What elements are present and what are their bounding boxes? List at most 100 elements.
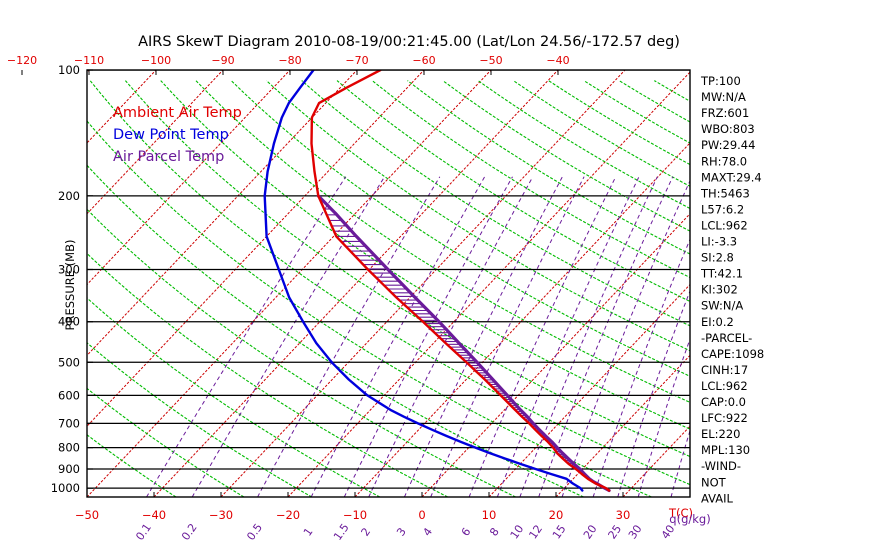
parameter-8: L57:6.2 [701, 202, 744, 216]
parameter-20: CAP:0.0 [701, 395, 746, 409]
isotherm-line [354, 142, 690, 497]
mixing-ratio-tick: 1.5 [331, 521, 352, 543]
parameter-14: SW:N/A [701, 299, 743, 313]
isotherm-line [87, 70, 224, 215]
top-temp-tick: −100 [141, 54, 171, 67]
mixing-ratio-line [343, 176, 513, 497]
dry-adiabat-line [89, 80, 690, 486]
dry-adiabat-line [87, 120, 652, 497]
parameter-2: FRZ:601 [701, 106, 749, 120]
bottom-temp-tick: −50 [75, 508, 99, 522]
legend-dew-point-temp: Dew Point Temp [113, 127, 229, 143]
mixing-ratio-line [430, 176, 585, 497]
mixing-ratio-tick: 2 [359, 525, 374, 538]
parameter-4: PW:29.44 [701, 138, 755, 152]
parameter-23: MPL:130 [701, 443, 750, 457]
pressure-tick: 700 [58, 416, 80, 430]
mixing-ratio-line [617, 289, 690, 497]
mixing-ratio-line [561, 179, 690, 497]
mixing-ratio-tick: 25 [606, 523, 625, 542]
pressure-tick: 900 [58, 462, 80, 476]
mixing-ratio-line [592, 238, 690, 497]
parameter-11: SI:2.8 [701, 251, 734, 265]
dry-adiabat-line [442, 80, 690, 232]
bottom-temp-tick: 30 [616, 508, 631, 522]
top-temp-tick: −80 [278, 54, 301, 67]
bottom-temp-tick: 20 [549, 508, 564, 522]
dry-adiabat-line [87, 342, 313, 497]
parameter-25: NOT [701, 475, 727, 489]
mixing-ratio-line [257, 176, 441, 497]
mixing-ratio-tick: 10 [508, 523, 527, 542]
isotherm-line [87, 70, 492, 497]
parameter-17: CAPE:1098 [701, 347, 764, 361]
bottom-temp-tick: 0 [418, 508, 425, 522]
mixing-ratio-line [538, 176, 674, 497]
isotherm-line [87, 70, 291, 286]
dry-adiabat-line [654, 80, 690, 102]
mixing-ratio-tick: 30 [626, 523, 645, 542]
pressure-tick: 400 [58, 315, 80, 329]
parameter-16: -PARCEL- [701, 331, 752, 345]
mixing-ratio-tick: 15 [550, 523, 569, 542]
dry-adiabat-line [87, 297, 381, 497]
mixing-ratio-tick: 0.2 [179, 521, 200, 543]
bottom-temp-tick: −10 [343, 508, 367, 522]
mixing-ratio-line [519, 176, 658, 497]
pressure-tick: 500 [58, 355, 80, 369]
pressure-tick: 100 [58, 63, 80, 77]
legend-air-parcel-temp: Air Parcel Temp [113, 149, 224, 165]
ambient-air-temp-curve [310, 70, 611, 492]
isotherm-line [757, 70, 870, 497]
dry-adiabat-line [87, 434, 177, 497]
mixing-ratio-tick: 1 [301, 525, 316, 538]
dry-adiabat-line [87, 164, 584, 497]
dry-adiabat-line [266, 80, 690, 352]
top-temp-tick: −50 [479, 54, 502, 67]
parameter-7: TH:5463 [700, 186, 750, 200]
parameter-19: LCL:962 [701, 379, 748, 393]
isotherm-line [153, 70, 559, 497]
parameter-9: LCL:962 [701, 218, 748, 232]
dew-point-temp-curve [263, 70, 584, 492]
dry-adiabat-line [87, 252, 448, 497]
parameter-6: MAXT:29.4 [701, 170, 762, 184]
parameter-22: EL:220 [701, 427, 741, 441]
mixing-ratio-tick: 8 [487, 525, 502, 538]
mixing-ratio-tick: 0.1 [133, 521, 154, 543]
dry-adiabat-line [87, 387, 245, 497]
mixing-ratio-tick: 3 [394, 525, 409, 538]
parameter-10: LI:-3.3 [701, 235, 737, 249]
parameter-3: WBO:803 [701, 122, 755, 136]
mixing-ratio-line [368, 176, 534, 497]
mixing-ratio-line [146, 176, 347, 497]
parameter-13: KI:302 [701, 283, 738, 297]
dry-adiabat-line [195, 80, 690, 403]
pressure-tick: 300 [58, 263, 80, 277]
top-temp-tick: −60 [412, 54, 435, 67]
parameter-24: -WIND- [701, 459, 741, 473]
parameter-15: EI:0.2 [701, 315, 734, 329]
mixing-ratio-axis-label: q(g/kg) [669, 512, 710, 526]
isotherm-line [0, 70, 22, 497]
isotherm-line [287, 71, 690, 497]
pressure-tick: 600 [58, 388, 80, 402]
pressure-tick: 1000 [51, 481, 80, 495]
top-temp-tick: −70 [345, 54, 368, 67]
parameter-18: CINH:17 [701, 363, 748, 377]
mixing-ratio-tick: 4 [420, 525, 435, 538]
isotherm-line [87, 70, 425, 427]
mixing-ratio-line [191, 176, 386, 497]
isotherm-line [87, 70, 157, 144]
mixing-ratio-tick: 12 [526, 523, 545, 542]
plot-frame [86, 69, 691, 498]
plot-grid-layer [0, 70, 870, 497]
temp-axis-label: T(C) [668, 506, 693, 520]
mixing-ratio-line [637, 337, 690, 497]
mixing-ratio-line [310, 176, 486, 497]
isotherm-line [488, 283, 690, 497]
parameter-5: RH:78.0 [701, 154, 747, 168]
mixing-ratio-line [468, 176, 617, 497]
